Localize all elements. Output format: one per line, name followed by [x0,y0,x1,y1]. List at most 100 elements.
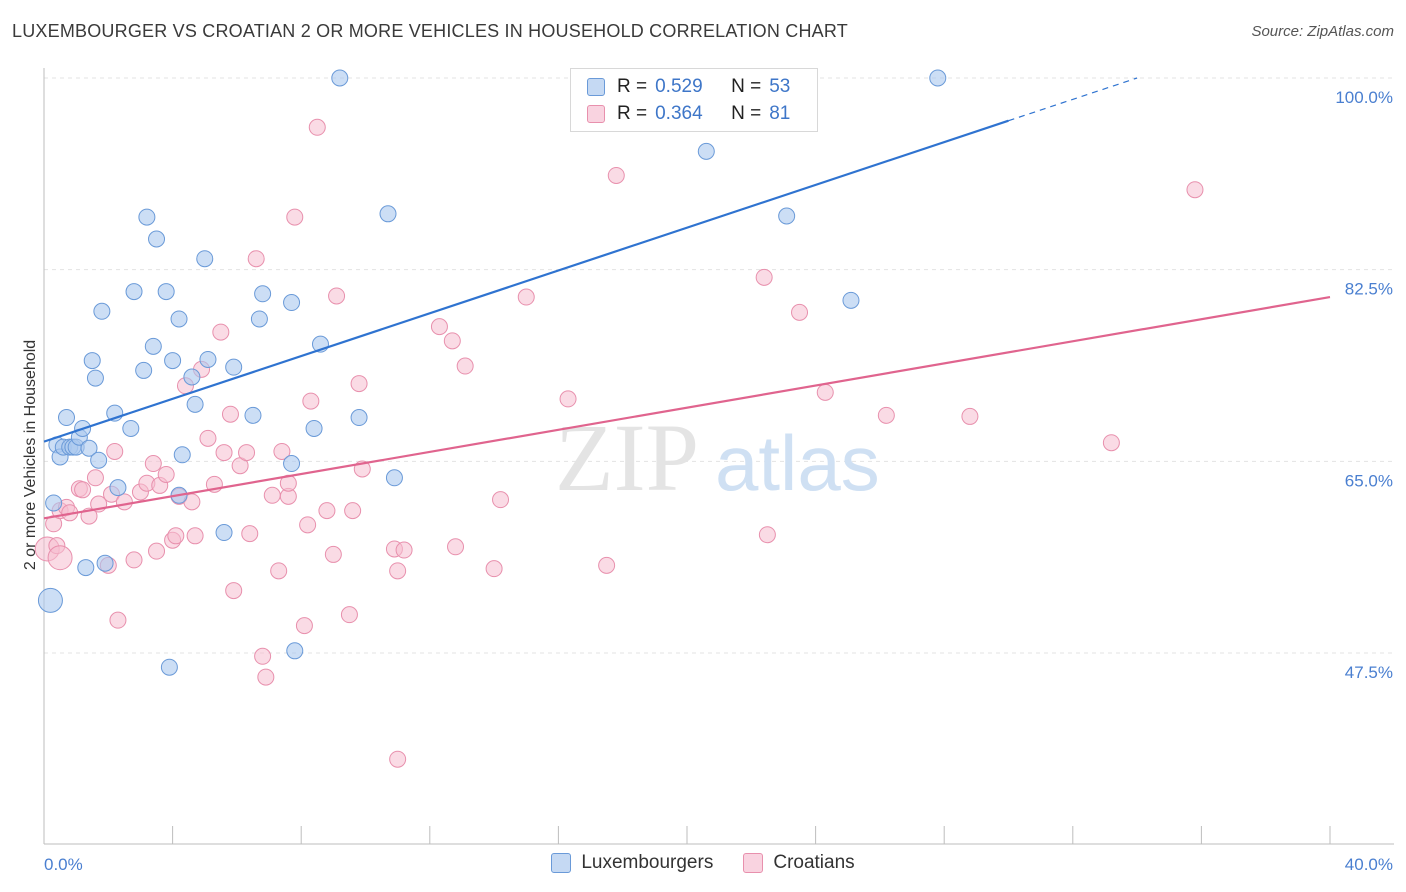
luxembourgers-point [697,142,715,160]
croatians-point [221,405,239,423]
luxembourgers-point [58,409,76,427]
luxembourgers-point [186,395,204,413]
croatians-point [273,442,291,460]
y-tick-label: 47.5% [1345,663,1393,682]
croatians-point [125,551,143,569]
croatians-point [1102,434,1120,452]
x-tick-label: 0.0% [44,855,83,874]
luxembourgers-point [283,294,301,312]
croatians-point [389,750,407,768]
croatians-trend-line [43,295,1331,520]
luxembourgers-point [196,250,214,268]
croatians-point [86,469,104,487]
croatians-point [263,486,281,504]
croatians-point [758,526,776,544]
watermark: ZIP atlas [555,404,880,511]
luxembourgers-point [164,352,182,370]
luxembourgers-point [199,350,217,368]
croatians-point [340,606,358,624]
legend-r-value: 0.529 [655,76,703,97]
luxembourgers-point [160,658,178,676]
luxembourgers-point [842,291,860,309]
luxembourgers-point [778,207,796,225]
croatians-point [212,323,230,341]
legend-label: Croatians [773,852,855,873]
luxembourgers-point [125,283,143,301]
legend-swatch-pink [587,105,605,123]
luxembourgers-point [148,230,166,248]
luxembourgers-point [45,494,63,512]
croatians-point [257,668,275,686]
x-tick-label: 40.0% [1345,855,1393,874]
watermark-zip: ZIP [555,404,699,511]
croatians-point [607,166,625,184]
luxembourgers-point [283,455,301,473]
luxembourgers-point [96,554,114,572]
croatians-point [47,545,73,571]
croatians-point [961,407,979,425]
croatians-point [157,465,175,483]
legend-row-luxembourgers: R = 0.529 N = 53 [587,75,790,99]
croatians-point [324,545,342,563]
croatians-point [254,647,272,665]
luxembourgers-trend-line [43,119,1009,443]
croatians-point [877,406,895,424]
y-tick-label: 82.5% [1345,280,1393,299]
legend-swatch-blue [587,78,605,96]
croatians-point [215,444,233,462]
luxembourgers-point [83,352,101,370]
croatians-point [344,502,362,520]
legend-n-value: 53 [769,76,791,97]
legend-r-label: R = [617,76,648,97]
croatians-point [167,527,185,545]
legend-n-label: N = [731,103,762,124]
croatians-point [74,481,92,499]
luxembourgers-point [77,559,95,577]
luxembourgers-point [122,419,140,437]
legend-swatch-blue [551,853,572,873]
croatians-point [299,516,317,534]
luxembourgers-point [215,524,233,542]
croatians-point [115,493,133,511]
luxembourgers-point [286,642,304,660]
croatians-point [144,455,162,473]
luxembourgers-trend-extension [1008,77,1138,122]
luxembourgers-point [183,368,201,386]
stats-legend: R = 0.529 N = 53 R = 0.364 N = 81 [570,68,818,132]
croatians-point [447,538,465,556]
series-legend: Luxembourgers Croatians [0,852,1406,874]
chart-title: LUXEMBOURGER VS CROATIAN 2 OR MORE VEHIC… [12,21,848,41]
source-label: Source: ZipAtlas.com [1251,23,1394,40]
y-tick-label: 100.0% [1335,88,1393,107]
luxembourgers-point [385,469,403,487]
croatians-point [389,562,407,580]
croatians-point [755,268,773,286]
axes [43,68,1394,845]
luxembourgers-point [173,446,191,464]
croatians-point [270,562,288,580]
luxembourgers-point [379,205,397,223]
legend-label: Luxembourgers [581,852,714,873]
croatians-point [598,556,616,574]
luxembourgers-point [86,369,104,387]
luxembourgers-point [305,419,323,437]
tick-labels: 47.5% 65.0% 82.5% 100.0% 0.0% 40.0% [44,88,1393,874]
luxembourgers-point [37,587,63,613]
croatians-point [517,288,535,306]
croatians-point [308,118,326,136]
legend-n-value: 81 [769,103,791,124]
luxembourgers-point [138,208,156,226]
croatians-point [559,390,577,408]
y-axis-label: 2 or more Vehicles in Household [22,340,39,570]
luxembourgers-point [144,337,162,355]
luxembourgers-point [157,283,175,301]
croatians-point [241,525,259,543]
legend-item-luxembourgers: Luxembourgers [551,852,713,874]
luxembourgers-point [135,361,153,379]
croatians-point [186,527,204,545]
y-tick-label: 65.0% [1345,471,1393,490]
luxembourgers-points [37,69,947,676]
luxembourgers-point [90,451,108,469]
croatians-point [302,392,320,410]
croatians-point [328,287,346,305]
